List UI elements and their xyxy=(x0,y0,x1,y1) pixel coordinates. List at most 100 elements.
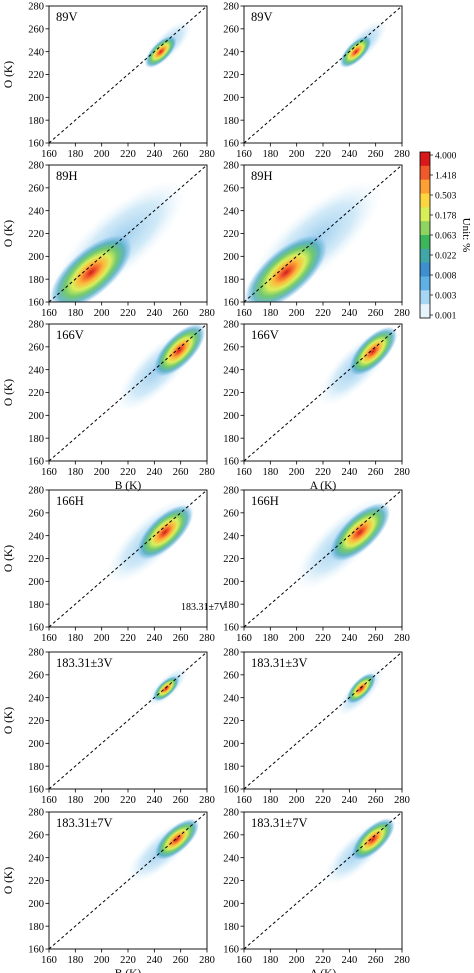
panel-183.31±7V-A: 160 180 200 220 240 260 280 160 180 200 220 240 260 2… xyxy=(223,808,410,973)
panel-label: 183.31±7V xyxy=(56,816,113,830)
x-tick-label: 160 xyxy=(41,149,57,160)
x-tick-label: 200 xyxy=(289,149,305,160)
x-tick-label: 200 xyxy=(94,467,110,478)
x-tick-label: 260 xyxy=(173,308,189,319)
colorbar-tick-label: 0.008 xyxy=(435,271,457,281)
y-tick-label: 220 xyxy=(28,876,44,887)
x-tick-label: 160 xyxy=(236,955,252,966)
y-tick-label: 220 xyxy=(28,388,44,399)
y-tick-label: 180 xyxy=(28,922,44,933)
y-tick-label: 260 xyxy=(28,342,44,353)
y-tick-label: 220 xyxy=(28,554,44,565)
density-cloud xyxy=(317,326,398,407)
x-tick-label: 260 xyxy=(173,955,189,966)
x-tick-label: 280 xyxy=(394,467,410,478)
x-tick-label: 200 xyxy=(289,633,305,644)
y-tick-label: 200 xyxy=(223,739,239,750)
y-tick-label: 180 xyxy=(223,922,239,933)
colorbar-segment xyxy=(420,152,430,167)
panel-label: 89V xyxy=(56,10,78,24)
colorbar-tick-label: 0.003 xyxy=(435,291,457,301)
panel-183.31±3V-B: 160 180 200 220 240 260 280 160 180 200 220 240 260 2… xyxy=(3,648,215,806)
x-tick-label: 160 xyxy=(236,149,252,160)
y-tick-label: 160 xyxy=(223,785,239,796)
y-axis-label: O (K) xyxy=(3,545,15,572)
x-tick-label: 260 xyxy=(368,308,384,319)
one-to-one-line xyxy=(48,164,208,303)
one-to-one-line xyxy=(48,323,208,462)
x-tick-label: 220 xyxy=(120,795,136,806)
x-tick-label: 240 xyxy=(341,308,357,319)
panel-89H-B: 160 180 200 220 240 260 280 160 180 200 220 240 260 2… xyxy=(3,161,215,319)
x-tick-label: 240 xyxy=(146,795,162,806)
y-tick-label: 160 xyxy=(28,298,44,309)
panel-label: 89H xyxy=(56,169,78,183)
x-tick-label: 180 xyxy=(262,955,278,966)
x-tick-label: 240 xyxy=(341,467,357,478)
x-tick-label: 180 xyxy=(67,795,83,806)
y-tick-label: 180 xyxy=(223,434,239,445)
one-to-one-line xyxy=(243,811,403,950)
x-tick-label: 220 xyxy=(315,955,331,966)
y-axis-label: O (K) xyxy=(3,61,15,88)
panel-label: 166H xyxy=(56,494,84,508)
y-tick-label: 280 xyxy=(223,808,239,819)
y-tick-label: 280 xyxy=(28,2,44,13)
density-core xyxy=(328,502,391,563)
panel-166V-A: 160 180 200 220 240 260 280 160 180 200 220 240 260 2… xyxy=(223,320,410,492)
y-tick-label: 200 xyxy=(223,899,239,910)
panel-label: 183.31±7V xyxy=(251,816,308,830)
y-tick-label: 220 xyxy=(223,388,239,399)
stray-annotation: 183.31±7V xyxy=(181,602,227,613)
x-tick-label: 180 xyxy=(67,955,83,966)
y-tick-label: 220 xyxy=(223,716,239,727)
y-tick-label: 220 xyxy=(223,554,239,565)
y-tick-label: 260 xyxy=(223,342,239,353)
y-tick-label: 220 xyxy=(223,70,239,81)
y-tick-label: 260 xyxy=(28,830,44,841)
x-tick-label: 280 xyxy=(394,633,410,644)
panel-166H-B: 160 180 200 220 240 260 280 160 180 200 220 240 260 2… xyxy=(3,486,215,644)
colorbar-title: Unit: % xyxy=(460,218,472,253)
y-tick-label: 160 xyxy=(28,457,44,468)
x-tick-label: 280 xyxy=(199,795,215,806)
colorbar-segment xyxy=(420,221,430,236)
y-tick-label: 280 xyxy=(28,808,44,819)
y-tick-label: 180 xyxy=(223,762,239,773)
x-tick-label: 200 xyxy=(289,955,305,966)
x-tick-label: 260 xyxy=(173,467,189,478)
x-tick-label: 200 xyxy=(289,467,305,478)
x-tick-label: 260 xyxy=(173,633,189,644)
y-tick-label: 240 xyxy=(28,365,44,376)
x-tick-label: 220 xyxy=(120,149,136,160)
y-tick-label: 160 xyxy=(223,298,239,309)
y-tick-label: 260 xyxy=(28,508,44,519)
y-tick-label: 240 xyxy=(223,206,239,217)
density-cloud xyxy=(337,19,388,71)
density-core xyxy=(136,504,194,561)
y-tick-label: 240 xyxy=(28,47,44,58)
y-tick-label: 200 xyxy=(28,577,44,588)
panel-label: 89V xyxy=(251,10,273,24)
y-tick-label: 200 xyxy=(223,411,239,422)
y-tick-label: 200 xyxy=(223,577,239,588)
x-tick-label: 240 xyxy=(341,955,357,966)
x-tick-label: 200 xyxy=(94,308,110,319)
panel-89H-A: 160 180 200 220 240 260 280 160 180 200 220 240 260 2… xyxy=(223,161,410,319)
y-tick-label: 160 xyxy=(223,457,239,468)
colorbar-tick-label: 4.000 xyxy=(435,151,457,161)
y-tick-label: 220 xyxy=(28,229,44,240)
density-cloud xyxy=(244,179,382,302)
x-tick-label: 260 xyxy=(173,795,189,806)
y-tick-label: 180 xyxy=(28,762,44,773)
x-tick-label: 200 xyxy=(94,633,110,644)
x-tick-label: 240 xyxy=(146,955,162,966)
x-tick-label: 240 xyxy=(341,149,357,160)
y-tick-label: 200 xyxy=(28,899,44,910)
x-tick-label: 200 xyxy=(289,308,305,319)
panel-label: 183.31±3V xyxy=(251,656,308,670)
y-tick-label: 280 xyxy=(223,161,239,172)
y-tick-label: 280 xyxy=(28,486,44,497)
x-axis-label: B (K) xyxy=(115,480,142,492)
y-tick-label: 240 xyxy=(223,693,239,704)
